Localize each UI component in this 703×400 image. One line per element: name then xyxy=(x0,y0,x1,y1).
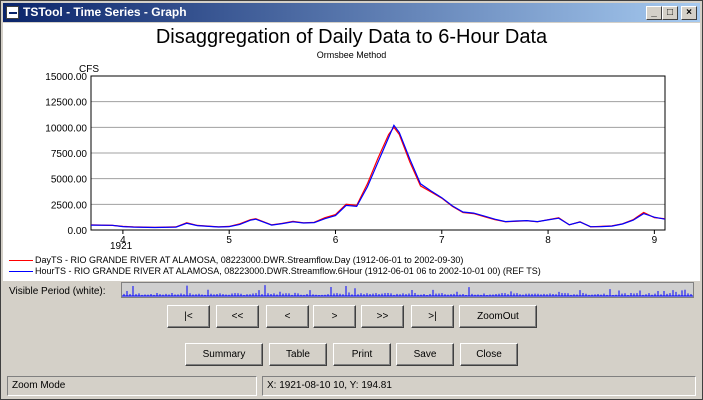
y-tick-label: 0.00 xyxy=(68,226,88,237)
print-button[interactable]: Print xyxy=(333,343,391,366)
x-tick-label: 7 xyxy=(439,235,445,246)
page-back-button[interactable]: << xyxy=(216,305,259,328)
graph-subtitle: Ormsbee Method xyxy=(316,50,387,60)
y-axis-label: CFS xyxy=(79,64,99,75)
zoom-out-button[interactable]: ZoomOut xyxy=(459,305,537,328)
first-button[interactable]: |< xyxy=(167,305,210,328)
x-tick-label: 4 xyxy=(120,235,126,246)
visible-period-panel[interactable] xyxy=(121,282,694,298)
year-label: 1921 xyxy=(110,241,133,252)
plot-svg[interactable]: 0.00 2500.00 5000.00 7500.00 10000.00 12500.0… xyxy=(3,23,700,281)
x-tick-label: 9 xyxy=(652,235,658,246)
graph-title: Disaggregation of Daily Data to 6-Hour D… xyxy=(155,26,548,48)
x-tick-label: 6 xyxy=(333,235,339,246)
series-line-dayts xyxy=(90,126,666,229)
table-button[interactable]: Table xyxy=(269,343,327,366)
legend-text-dayts: DayTS - RIO GRANDE RIVER AT ALAMOSA, 082… xyxy=(35,255,464,265)
plot-frame xyxy=(90,75,666,231)
window-title: TSTool - Time Series - Graph xyxy=(23,5,187,19)
back-button[interactable]: < xyxy=(266,305,309,328)
close-button[interactable]: Close xyxy=(460,343,518,366)
last-button[interactable]: >| xyxy=(411,305,454,328)
title-bar[interactable]: TSTool - Time Series - Graph _ □ × xyxy=(3,3,700,22)
close-window-button[interactable]: × xyxy=(681,6,697,20)
y-tick-label: 10000.00 xyxy=(45,123,87,134)
x-tick-label: 8 xyxy=(545,235,551,246)
maximize-button[interactable]: □ xyxy=(662,6,678,20)
status-mode: Zoom Mode xyxy=(7,376,257,396)
legend-swatch-blue xyxy=(9,271,33,273)
legend-item-hourts: HourTS - RIO GRANDE RIVER AT ALAMOSA, 08… xyxy=(9,266,541,276)
save-button[interactable]: Save xyxy=(396,343,454,366)
legend-swatch-red xyxy=(9,260,33,262)
y-tick-label: 2500.00 xyxy=(51,200,88,211)
legend-text-hourts: HourTS - RIO GRANDE RIVER AT ALAMOSA, 08… xyxy=(35,266,541,276)
y-tick-label: 5000.00 xyxy=(51,175,88,186)
x-tick-label: 5 xyxy=(226,235,232,246)
legend-item-dayts: DayTS - RIO GRANDE RIVER AT ALAMOSA, 082… xyxy=(9,255,463,265)
visible-period-sparkline xyxy=(122,285,693,297)
minimize-button[interactable]: _ xyxy=(646,6,662,20)
forward-button[interactable]: > xyxy=(313,305,356,328)
visible-period-label: Visible Period (white): xyxy=(9,286,106,297)
y-tick-label: 15000.00 xyxy=(45,72,87,83)
summary-button[interactable]: Summary xyxy=(185,343,263,366)
page-forward-button[interactable]: >> xyxy=(361,305,404,328)
series-line-hourts xyxy=(90,124,666,229)
graph-area[interactable]: Disaggregation of Daily Data to 6-Hour D… xyxy=(3,23,700,281)
status-coordinates: X: 1921-08-10 10, Y: 194.81 xyxy=(262,376,696,396)
y-tick-label: 7500.00 xyxy=(51,149,88,160)
app-icon xyxy=(6,6,19,19)
y-tick-label: 12500.00 xyxy=(45,98,87,109)
